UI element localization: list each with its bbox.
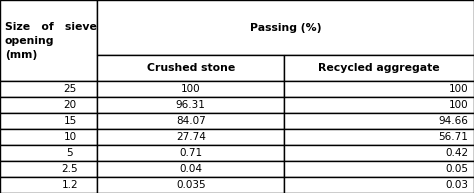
Text: 0.035: 0.035: [176, 180, 206, 190]
Bar: [284, 55, 474, 81]
Text: 0.42: 0.42: [445, 148, 468, 158]
Bar: [97, 55, 284, 81]
Bar: [0, 129, 97, 145]
Text: 0.03: 0.03: [445, 180, 468, 190]
Text: 0.05: 0.05: [445, 164, 468, 174]
Bar: [0, 145, 97, 161]
Bar: [97, 81, 284, 97]
Text: 84.07: 84.07: [176, 116, 206, 126]
Bar: [0, 161, 97, 177]
Text: Recycled aggregate: Recycled aggregate: [319, 63, 440, 73]
Text: 0.04: 0.04: [179, 164, 202, 174]
Text: 96.31: 96.31: [176, 100, 206, 110]
Text: Size   of   sieve
opening
(mm): Size of sieve opening (mm): [5, 22, 97, 59]
Bar: [284, 161, 474, 177]
Bar: [97, 145, 284, 161]
Text: Crushed stone: Crushed stone: [146, 63, 235, 73]
Text: 2.5: 2.5: [62, 164, 78, 174]
Bar: [284, 113, 474, 129]
Text: 94.66: 94.66: [438, 116, 468, 126]
Bar: [0, 97, 97, 113]
Bar: [97, 161, 284, 177]
Bar: [0, 177, 97, 193]
Bar: [97, 113, 284, 129]
Text: 100: 100: [181, 84, 201, 94]
Bar: [0, 0, 97, 81]
Bar: [0, 113, 97, 129]
Text: 5: 5: [67, 148, 73, 158]
Text: 100: 100: [449, 84, 468, 94]
Text: Passing (%): Passing (%): [250, 23, 321, 32]
Text: 56.71: 56.71: [438, 132, 468, 142]
Bar: [284, 97, 474, 113]
Text: 10: 10: [64, 132, 76, 142]
Text: 15: 15: [64, 116, 77, 126]
Bar: [284, 177, 474, 193]
Bar: [284, 129, 474, 145]
Bar: [284, 81, 474, 97]
Bar: [97, 0, 474, 55]
Bar: [97, 97, 284, 113]
Bar: [0, 81, 97, 97]
Bar: [97, 177, 284, 193]
Text: 20: 20: [64, 100, 76, 110]
Text: 25: 25: [64, 84, 77, 94]
Text: 1.2: 1.2: [62, 180, 78, 190]
Bar: [284, 145, 474, 161]
Text: 0.71: 0.71: [179, 148, 202, 158]
Bar: [97, 129, 284, 145]
Text: 27.74: 27.74: [176, 132, 206, 142]
Text: 100: 100: [449, 100, 468, 110]
